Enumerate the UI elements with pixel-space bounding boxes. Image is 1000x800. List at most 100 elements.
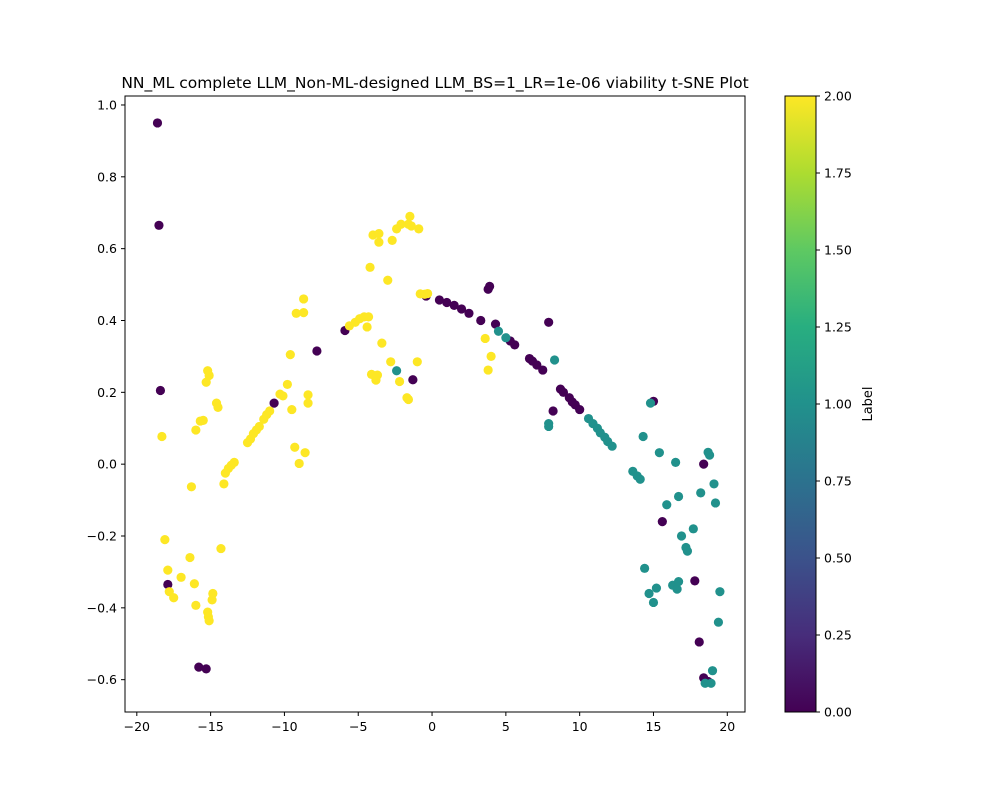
- colorbar-tick-label: 1.00: [824, 397, 852, 412]
- data-point-label-2: [191, 600, 201, 610]
- data-point-label-1: [392, 366, 402, 376]
- data-point-label-2: [163, 565, 173, 575]
- colorbar-ticks: 0.00 0.25 0.50 0.75 1.00 1.25 1.50 1.75 2.00: [816, 89, 852, 720]
- y-tick-label: −0.6: [87, 672, 117, 687]
- data-points: [152, 118, 725, 688]
- data-point-label-0: [657, 517, 667, 527]
- data-point-label-2: [303, 390, 313, 400]
- data-point-label-0: [163, 579, 173, 590]
- data-point-label-1: [549, 355, 560, 365]
- data-point-label-1: [638, 431, 648, 442]
- data-point-label-2: [386, 357, 396, 367]
- data-point-label-2: [377, 338, 387, 348]
- y-tick-label: 0.4: [97, 313, 117, 328]
- data-point-label-1: [493, 326, 504, 336]
- x-tick-label: 10: [572, 719, 588, 734]
- colorbar-gradient: [784, 95, 817, 713]
- data-point-label-1: [713, 617, 724, 627]
- data-point-label-2: [291, 308, 301, 318]
- data-point-label-0: [485, 281, 495, 291]
- data-point-label-2: [198, 415, 208, 425]
- data-point-label-1: [673, 491, 684, 502]
- data-point-label-0: [449, 300, 459, 310]
- data-point-label-2: [185, 552, 195, 563]
- data-point-label-2: [290, 442, 300, 452]
- data-point-label-2: [204, 616, 214, 626]
- data-point-label-0: [558, 387, 569, 397]
- data-point-label-2: [374, 237, 384, 247]
- data-point-label-1: [672, 584, 682, 594]
- data-point-label-0: [269, 398, 279, 408]
- colorbar-tick-label: 0.75: [824, 474, 852, 489]
- data-point-label-2: [157, 431, 167, 442]
- data-point-label-0: [548, 406, 558, 416]
- y-tick-label: 1.0: [97, 97, 117, 112]
- data-point-label-1: [662, 500, 672, 510]
- y-tick-label: 0.0: [97, 457, 117, 472]
- data-point-label-0: [476, 315, 486, 326]
- data-point-label-2: [412, 357, 422, 367]
- data-point-label-0: [464, 308, 474, 318]
- data-point-label-2: [406, 221, 416, 231]
- x-tick-label: −15: [197, 719, 223, 734]
- x-tick-label: −5: [349, 719, 367, 734]
- x-tick-label: 20: [719, 719, 735, 734]
- chart-title: NN_ML complete LLM_Non-ML-designed LLM_B…: [121, 74, 748, 93]
- data-point-label-0: [575, 404, 585, 415]
- data-point-label-0: [538, 365, 548, 375]
- data-point-label-2: [363, 312, 374, 322]
- colorbar-tick-label: 1.50: [824, 243, 852, 258]
- data-point-label-2: [189, 579, 199, 589]
- data-point-label-2: [414, 224, 424, 234]
- data-point-label-2: [254, 421, 264, 432]
- y-tick-label: −0.2: [87, 529, 117, 544]
- data-point-label-2: [278, 391, 288, 401]
- data-point-label-2: [160, 534, 170, 545]
- data-point-label-1: [635, 474, 645, 484]
- data-point-label-1: [651, 583, 662, 593]
- colorbar-tick-label: 0.00: [824, 705, 852, 720]
- colorbar-tick-label: 2.00: [824, 89, 852, 104]
- data-point-label-2: [396, 219, 406, 229]
- data-point-label-2: [372, 370, 383, 380]
- data-point-label-2: [176, 572, 186, 582]
- data-point-label-2: [387, 235, 397, 245]
- data-point-label-2: [299, 294, 309, 304]
- data-point-label-0: [434, 295, 445, 305]
- data-point-label-2: [287, 404, 297, 415]
- data-point-label-2: [229, 457, 239, 467]
- data-point-label-1: [676, 531, 687, 541]
- data-point-label-2: [403, 394, 414, 405]
- plot-area: −20 −15 −10 −5 0 5 10 15 20 −0.6 −0.4 −0.2 0.0 0.2 0.…: [87, 95, 746, 734]
- colorbar-tick-label: 0.50: [824, 551, 852, 566]
- data-point-label-2: [405, 211, 415, 221]
- data-point-label-0: [544, 317, 554, 327]
- data-point-label-2: [486, 351, 496, 362]
- data-point-label-2: [394, 376, 405, 387]
- data-point-label-1: [706, 678, 716, 688]
- data-point-label-0: [312, 346, 322, 356]
- data-point-label-2: [208, 588, 218, 599]
- data-point-label-0: [510, 340, 520, 350]
- data-point-label-1: [671, 457, 681, 467]
- data-point-label-1: [640, 563, 650, 573]
- x-tick-label: −10: [271, 719, 297, 734]
- data-point-label-2: [374, 228, 384, 239]
- data-point-label-0: [694, 637, 704, 647]
- y-tick-label: 0.8: [97, 169, 117, 184]
- data-point-label-1: [707, 666, 718, 676]
- data-point-label-1: [501, 333, 511, 343]
- data-point-label-1: [710, 498, 721, 508]
- data-point-label-2: [294, 458, 304, 469]
- data-point-label-0: [442, 297, 452, 308]
- data-point-label-2: [480, 333, 490, 344]
- x-tick-label: 0: [428, 719, 436, 734]
- data-point-label-2: [383, 275, 393, 285]
- data-point-label-0: [490, 319, 501, 329]
- y-tick-label: −0.4: [87, 600, 117, 615]
- data-point-label-2: [219, 479, 229, 489]
- data-point-label-2: [299, 307, 309, 318]
- data-point-label-2: [282, 379, 292, 390]
- data-point-label-1: [682, 546, 693, 556]
